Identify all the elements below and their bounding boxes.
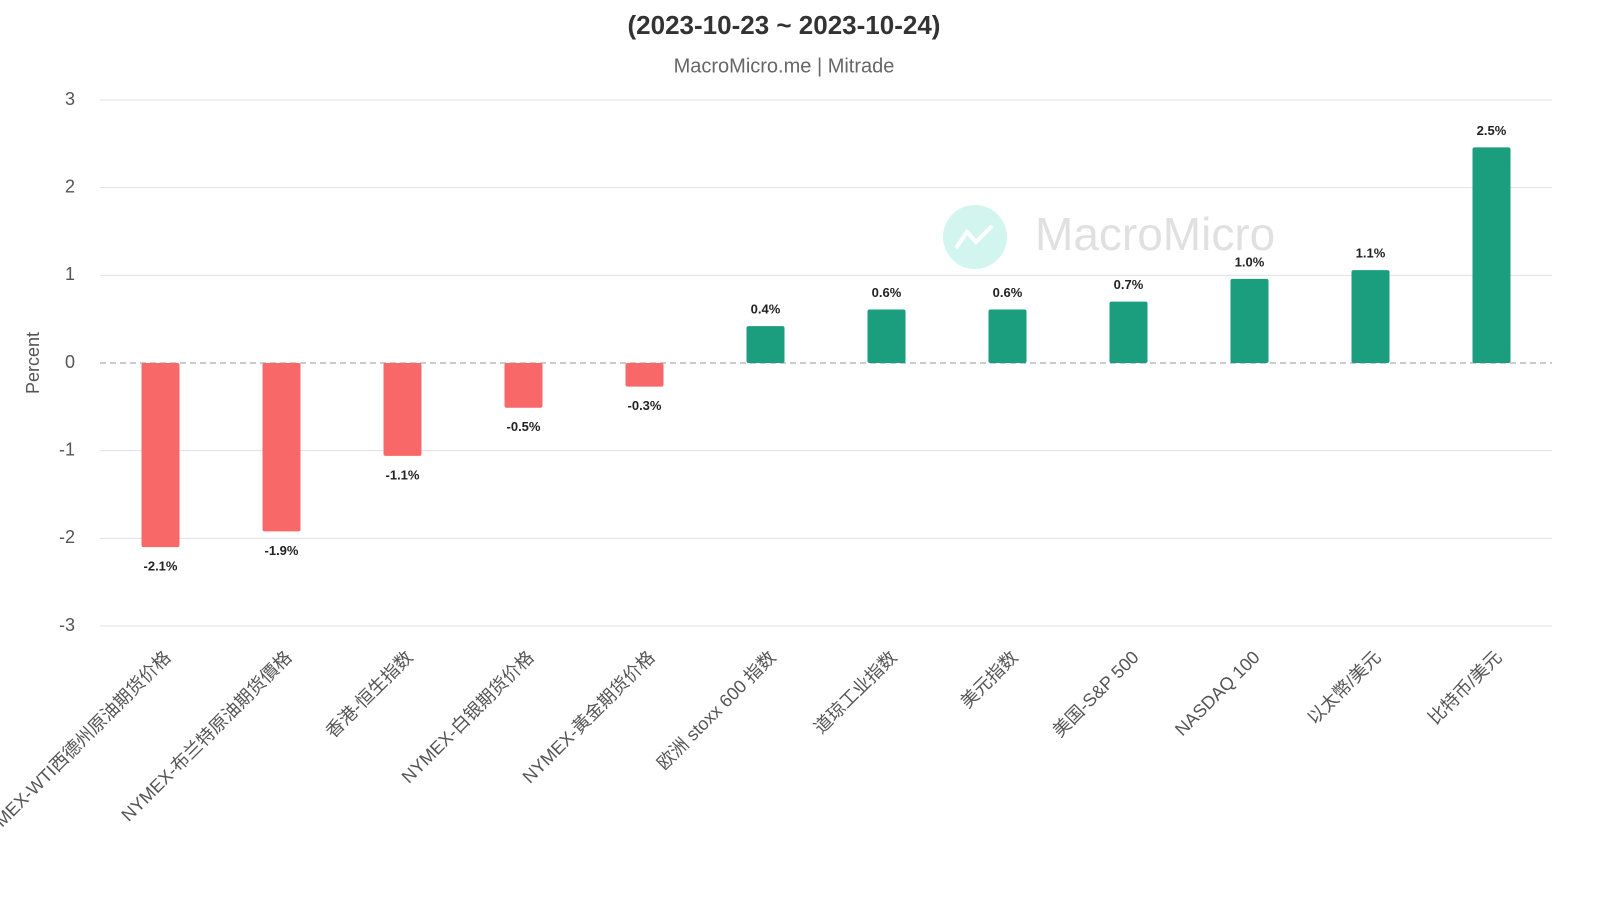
chart-title: (2023-10-23 ~ 2023-10-24) xyxy=(628,10,941,40)
x-tick-label: NYMEX-白银期货价格 xyxy=(398,647,538,787)
value-label: -2.1% xyxy=(144,559,178,574)
bar xyxy=(988,309,1027,363)
watermark-icon-line xyxy=(954,224,994,250)
y-tick-label: 1 xyxy=(65,264,75,284)
bar xyxy=(1472,147,1511,363)
x-tick-label: 道琼工业指数 xyxy=(810,647,901,738)
watermark-group: MacroMicro xyxy=(943,205,1275,269)
x-tick-label: 比特币/美元 xyxy=(1424,647,1505,728)
bar xyxy=(867,309,906,363)
bar xyxy=(746,326,785,363)
x-tick-label: NYMEX-黃金期货价格 xyxy=(519,647,659,787)
bar xyxy=(383,363,422,456)
y-tick-label: 2 xyxy=(65,176,75,196)
value-label: 0.4% xyxy=(751,302,781,317)
value-label: 0.6% xyxy=(993,285,1023,300)
bar xyxy=(1109,301,1148,363)
value-label: -1.1% xyxy=(386,467,420,482)
value-label: -1.9% xyxy=(265,543,299,558)
chart-subtitle: MacroMicro.me | Mitrade xyxy=(674,55,895,77)
y-tick-label: -2 xyxy=(59,527,75,547)
y-tick-label: -1 xyxy=(59,439,75,459)
y-axis-label: Percent xyxy=(23,332,43,394)
y-tick-label: -3 xyxy=(59,615,75,635)
bar xyxy=(625,363,664,387)
bar xyxy=(1230,278,1269,363)
y-tick-label: 0 xyxy=(65,352,75,372)
value-label: 0.6% xyxy=(872,285,902,300)
bar xyxy=(262,363,301,532)
x-tick-label: 以太幣/美元 xyxy=(1303,647,1384,728)
value-label: 2.5% xyxy=(1477,123,1507,138)
value-label: 1.1% xyxy=(1356,246,1386,261)
x-tick-label: 欧洲 stoxx 600 指数 xyxy=(653,647,780,774)
bar xyxy=(504,363,543,408)
watermark: MacroMicro xyxy=(1035,208,1275,260)
x-tick-label: 美元指数 xyxy=(957,647,1022,712)
value-label: -0.5% xyxy=(507,419,541,434)
y-tick-label: 3 xyxy=(65,89,75,109)
bar xyxy=(1351,270,1390,363)
value-label: -0.3% xyxy=(628,398,662,413)
x-tick-label: NASDAQ 100 xyxy=(1171,647,1264,740)
bar xyxy=(141,363,180,548)
value-label: 1.0% xyxy=(1235,254,1265,269)
watermark-icon xyxy=(943,205,1007,269)
x-tick-label: 香港-恒生指数 xyxy=(322,647,417,742)
x-tick-label: 美国-S&P 500 xyxy=(1049,647,1143,741)
x-tick-label: NYMEX-WTI西德州原油期货价格 xyxy=(0,647,175,849)
value-label: 0.7% xyxy=(1114,277,1144,292)
